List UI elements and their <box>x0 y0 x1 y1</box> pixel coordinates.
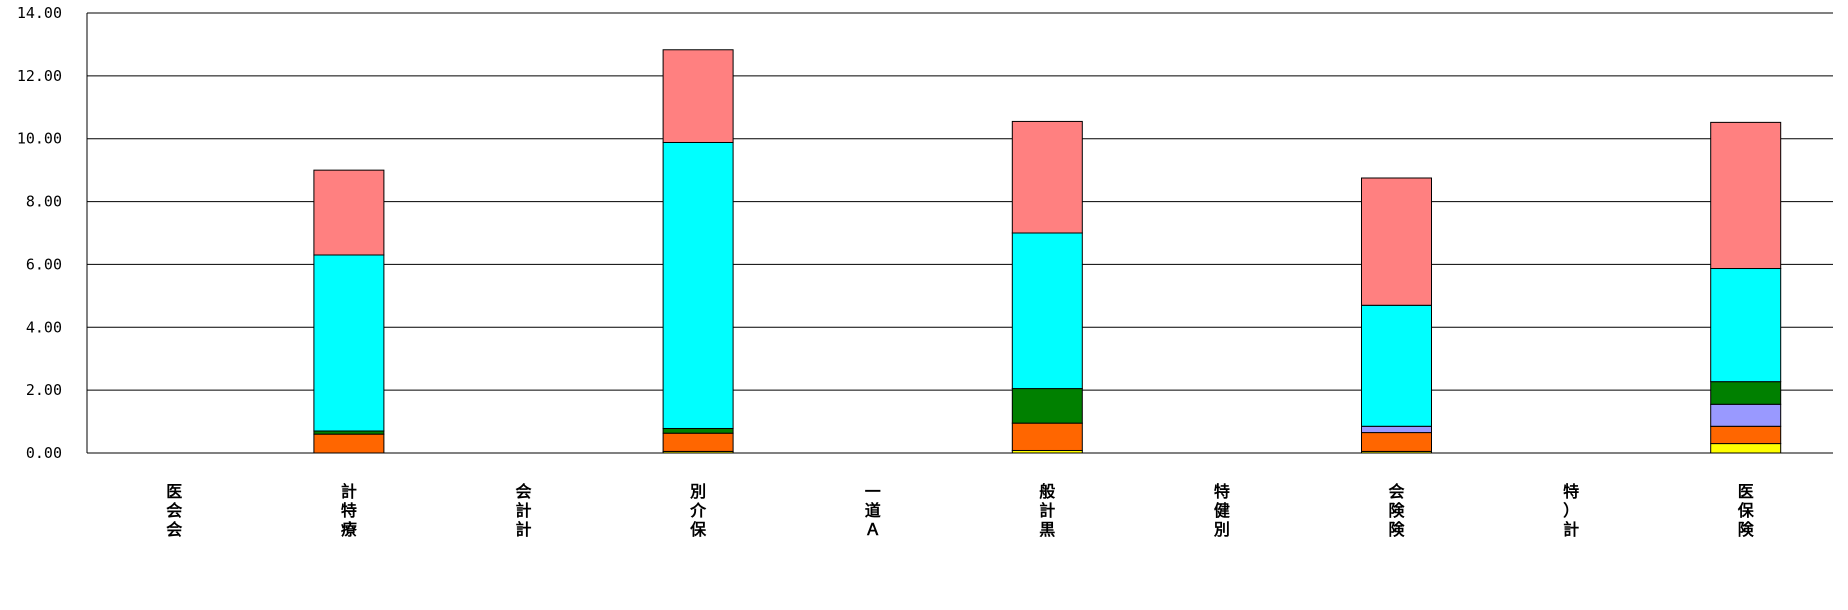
x-category-char: 医 <box>166 482 182 501</box>
bar-segment <box>1710 121 1782 270</box>
x-category-label: 一道Ａ <box>865 482 881 539</box>
bar-segment <box>1710 443 1782 454</box>
y-tick-label: 6.00 <box>26 255 62 273</box>
x-category-char: 特 <box>1214 482 1230 501</box>
bar-segment <box>313 433 385 454</box>
x-category-char: 療 <box>341 520 358 539</box>
x-category-char: 保 <box>689 520 707 539</box>
bars <box>313 49 1782 454</box>
x-category-label: 医会会 <box>166 482 182 539</box>
x-category-char: 道 <box>865 501 881 520</box>
x-category-char: 険 <box>1388 501 1405 520</box>
y-tick-labels: 0.00 2.00 4.00 6.00 8.00 10.00 12.00 14.00 <box>17 4 62 462</box>
x-category-label: 特）計 <box>1563 482 1579 539</box>
x-category-char: 会 <box>1388 482 1404 501</box>
x-category-label: 特健別 <box>1214 482 1230 539</box>
bar-segment <box>1361 425 1432 434</box>
y-tick-label: 14.00 <box>17 4 62 22</box>
x-category-label: 会険険 <box>1388 482 1405 539</box>
x-category-char: 会 <box>515 482 531 501</box>
bar-segment <box>313 254 385 432</box>
x-category-label: 別介保 <box>689 482 707 539</box>
x-category-char: 険 <box>1738 520 1755 539</box>
bar-segment <box>1011 388 1083 424</box>
x-category-char: 計 <box>1563 520 1579 539</box>
x-category-char: 般 <box>1039 482 1055 501</box>
x-category-char: 一 <box>865 482 881 501</box>
x-category-char: Ａ <box>865 520 881 539</box>
x-category-label: 計特療 <box>341 482 358 539</box>
x-category-label: 般計黒 <box>1039 482 1055 539</box>
bar-segment <box>1361 177 1432 306</box>
x-category-char: 会 <box>166 520 182 539</box>
bar-segment <box>662 432 734 452</box>
bar-segment <box>662 427 734 434</box>
x-category-char: 計 <box>341 482 357 501</box>
x-category-char: 黒 <box>1039 520 1055 539</box>
bar-segment <box>1710 268 1782 383</box>
bar-segment <box>662 141 734 429</box>
x-category-char: 計 <box>1039 501 1055 520</box>
y-tick-label: 12.00 <box>17 67 62 85</box>
bar-segment <box>1710 381 1782 405</box>
axes <box>86 13 1833 454</box>
x-category-char: 計 <box>515 520 531 539</box>
y-tick-label: 10.00 <box>17 130 62 148</box>
bar-segment <box>1011 232 1083 390</box>
bar-segment <box>1361 304 1432 427</box>
x-category-char: 別 <box>1214 520 1230 539</box>
bar-segment <box>1710 403 1782 427</box>
bar-segment <box>1011 422 1083 451</box>
x-category-char: 険 <box>1388 520 1405 539</box>
bar-segment <box>1011 120 1083 234</box>
bar-segment <box>313 169 385 256</box>
x-category-char: 医 <box>1738 482 1754 501</box>
y-tick-label: 2.00 <box>26 381 62 399</box>
x-category-char: 特 <box>341 501 357 520</box>
x-category-char: 特 <box>1563 482 1579 501</box>
x-category-char: 健 <box>1214 501 1230 520</box>
y-tick-label: 0.00 <box>26 444 62 462</box>
x-category-char: 会 <box>166 501 182 520</box>
x-category-label: 医保険 <box>1737 482 1755 539</box>
bar-segment <box>662 49 734 143</box>
x-category-char: 介 <box>689 501 707 520</box>
bar-segment <box>1710 425 1782 445</box>
bar-segment <box>1361 432 1432 452</box>
x-category-char: 別 <box>690 482 706 501</box>
x-category-char: 保 <box>1737 501 1755 520</box>
x-category-char: ） <box>1563 501 1579 520</box>
y-tick-label: 8.00 <box>26 193 62 211</box>
x-category-label: 会計計 <box>515 482 531 539</box>
x-category-char: 計 <box>515 501 531 520</box>
y-tick-label: 4.00 <box>26 318 62 336</box>
